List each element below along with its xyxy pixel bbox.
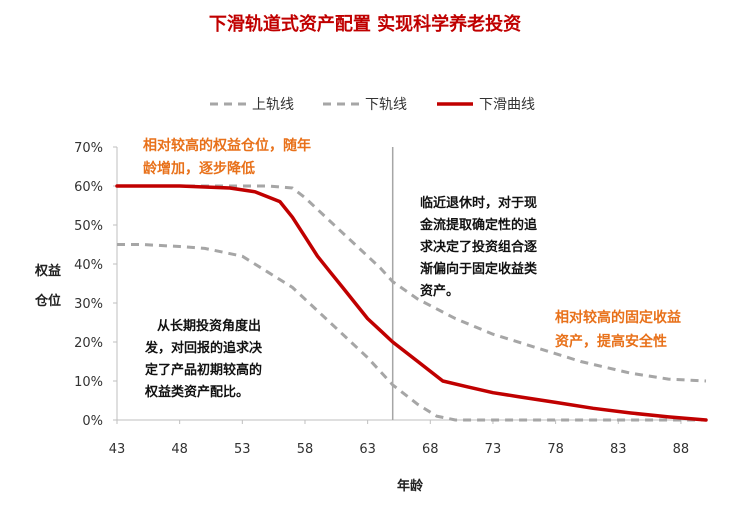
- annotation-retirement-line-5: 资产。: [420, 283, 459, 299]
- annotation-retirement-line-3: 求决定了投资组合逐: [420, 239, 537, 255]
- series-line-0: [117, 184, 707, 383]
- y-tick-label: 50%: [74, 219, 103, 234]
- chart-title: 下滑轨道式资产配置 实现科学养老投资: [209, 13, 521, 35]
- y-axis-label-line-1: 权益: [34, 263, 61, 279]
- y-tick-label: 40%: [74, 258, 103, 273]
- x-tick-label: 68: [422, 442, 439, 457]
- y-tick-label: 20%: [74, 336, 103, 351]
- x-tick-label: 73: [485, 442, 502, 457]
- series-line-2: [115, 184, 708, 422]
- x-tick-label: 78: [547, 442, 564, 457]
- annotation-long-term-line-1: 从长期投资角度出: [157, 318, 261, 334]
- y-tick-label: 0%: [82, 414, 103, 429]
- legend-label-0: 上轨线: [252, 97, 294, 113]
- annotation-long-term-note: 从长期投资角度出 发，对回报的追求决 定了产品初期较高的 权益类资产配比。: [144, 318, 263, 400]
- annotation-long-term-line-4: 权益类资产配比。: [144, 384, 249, 400]
- x-tick-label: 43: [109, 442, 126, 457]
- y-ticks: 0% 10% 20% 30% 40% 50% 60% 70%: [74, 141, 117, 429]
- annotation-retirement-line-4: 渐偏向于固定收益类: [420, 261, 538, 277]
- x-tick-label: 83: [610, 442, 627, 457]
- y-tick-label: 70%: [74, 141, 103, 156]
- x-ticks: 43 48 53 58 63 68 73 78 83 88: [109, 420, 689, 457]
- legend: 上轨线 下轨线 下滑曲线: [210, 96, 535, 113]
- y-tick-label: 30%: [74, 297, 103, 312]
- x-tick-label: 63: [359, 442, 376, 457]
- annotation-retirement-line-1: 临近退休时，对于现: [420, 195, 537, 211]
- annotation-retirement-note: 临近退休时，对于现 金流提取确定性的追 求决定了投资组合逐 渐偏向于固定收益类 …: [419, 195, 538, 299]
- x-axis-label: 年龄: [397, 478, 424, 494]
- x-tick-label: 53: [234, 442, 251, 457]
- annotation-fixed-income-line-1: 相对较高的固定收益: [555, 309, 681, 326]
- y-tick-label: 60%: [74, 180, 103, 195]
- annotation-equity-note: 相对较高的权益仓位，随年 龄增加，逐步降低: [143, 137, 311, 177]
- x-tick-label: 88: [673, 442, 690, 457]
- annotation-long-term-line-2: 发，对回报的追求决: [144, 340, 263, 356]
- annotation-equity-line-2: 龄增加，逐步降低: [143, 160, 255, 177]
- annotation-long-term-line-3: 定了产品初期较高的: [144, 362, 262, 378]
- y-tick-label: 10%: [74, 375, 103, 390]
- annotation-fixed-income-note: 相对较高的固定收益 资产，提高安全性: [555, 309, 681, 350]
- series-line-1: [117, 243, 706, 422]
- x-tick-label: 48: [171, 442, 188, 457]
- series-group: [115, 184, 708, 422]
- annotation-fixed-income-line-2: 资产，提高安全性: [555, 333, 667, 350]
- y-axis-label-line-2: 仓位: [34, 293, 61, 309]
- legend-label-1: 下轨线: [365, 97, 407, 113]
- x-tick-label: 58: [297, 442, 314, 457]
- annotation-retirement-line-2: 金流提取确定性的追: [419, 217, 538, 233]
- legend-label-2: 下滑曲线: [479, 96, 535, 113]
- annotation-equity-line-1: 相对较高的权益仓位，随年: [143, 137, 311, 154]
